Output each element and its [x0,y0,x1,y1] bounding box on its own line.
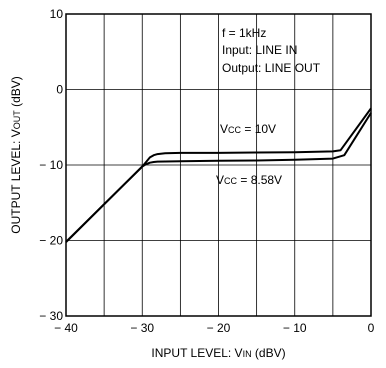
y-tick-label: − 30 [39,309,63,323]
y-tick-label: 10 [50,7,64,21]
x-axis-label-sub: IN [243,349,252,359]
series-lines [65,107,372,243]
x-tick-label: − 30 [130,321,154,335]
y-tick-label: − 10 [39,158,63,172]
x-tick-label: − 10 [283,321,307,335]
y-axis-label-main: OUTPUT LEVEL: V [9,129,23,233]
x-axis-label-unit: (dBV) [252,346,286,360]
y-tick-label: 0 [56,83,63,97]
annotation-output: Output: LINE OUT [222,61,321,75]
series-label-vcc-10v: VCC = 10V [220,122,276,136]
series-label-sub: CC [228,125,241,135]
x-axis-label: INPUT LEVEL: VIN (dBV) [151,346,285,360]
series-label-sub: CC [224,176,237,186]
x-tick-label: − 40 [54,321,78,335]
plot-frame [65,13,372,317]
series-label-vcc-8-58v: VCC = 8.58V [216,173,282,187]
x-tick-label: − 20 [207,321,231,335]
series-label-main: V [216,173,224,187]
series-line-1 [65,112,372,243]
series-label-rest: = 8.58V [237,173,282,187]
series-line-0 [65,107,372,243]
x-axis-label-main: INPUT LEVEL: V [151,346,242,360]
y-axis-label-sub: OUT [12,110,22,130]
y-tick-label: − 20 [39,234,63,248]
y-axis-label: OUTPUT LEVEL: VOUT (dBV) [9,76,23,234]
annotation-input: Input: LINE IN [222,43,297,57]
annotation-frequency: f = 1kHz [222,26,266,40]
series-label-rest: = 10V [241,122,276,136]
x-tick-label: 0 [368,321,375,335]
series-label-main: V [220,122,228,136]
grid [66,14,371,316]
y-axis-label-unit: (dBV) [9,76,23,110]
conditions-annotation: f = 1kHz Input: LINE IN Output: LINE OUT [222,26,321,75]
